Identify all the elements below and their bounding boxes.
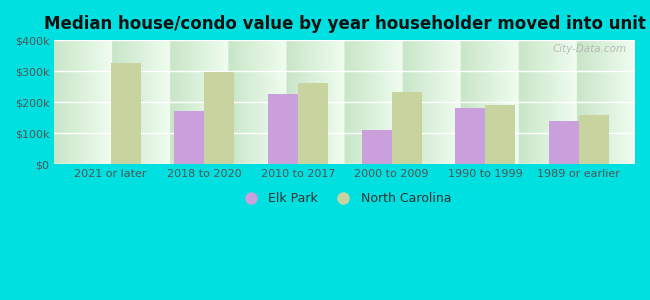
Bar xyxy=(578,115,609,164)
Bar xyxy=(204,72,234,164)
Bar xyxy=(549,121,578,164)
Legend: Elk Park, North Carolina: Elk Park, North Carolina xyxy=(233,187,456,210)
Bar xyxy=(361,130,391,164)
Bar xyxy=(111,63,140,164)
Title: Median house/condo value by year householder moved into unit: Median house/condo value by year househo… xyxy=(44,15,645,33)
Text: City-Data.com: City-Data.com xyxy=(552,44,627,54)
Bar xyxy=(485,105,515,164)
Bar xyxy=(268,94,298,164)
Bar xyxy=(391,92,421,164)
Bar xyxy=(174,112,204,164)
Bar xyxy=(455,108,485,164)
Bar xyxy=(298,82,328,164)
